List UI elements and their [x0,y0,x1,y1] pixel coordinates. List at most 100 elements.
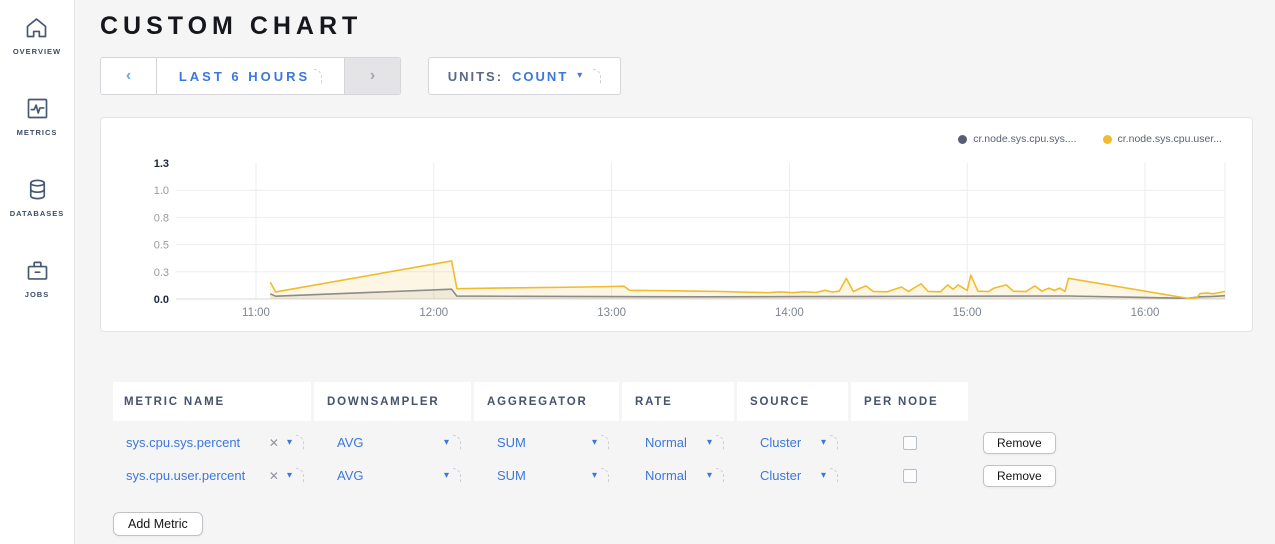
downsampler-dropdown[interactable]: AVG ▾ [314,468,471,483]
home-icon [27,18,47,38]
dashed-focus-mark [296,468,304,483]
chevron-down-icon: ▾ [591,436,597,448]
svg-text:15:00: 15:00 [953,307,982,319]
svg-text:0.5: 0.5 [154,240,169,252]
svg-text:12:00: 12:00 [419,307,448,319]
metric-row: sys.cpu.user.percent ✕ ▾ AVG ▾ SUM ▾ Nor… [113,459,1253,492]
main-content: CUSTOM CHART ‹ LAST 6 HOURS › UNITS: COU… [75,0,1275,544]
column-header-metric-name: METRIC NAME [113,382,311,421]
column-header-aggregator: AGGREGATOR [474,382,619,421]
sidebar-item-label: METRICS [16,128,58,137]
time-range-label: LAST 6 HOURS [178,68,311,84]
per-node-cell [851,468,968,483]
source-value: Cluster [760,468,802,483]
svg-text:16:00: 16:00 [1131,307,1160,319]
chevron-down-icon: ▾ [706,436,712,448]
dashed-focus-mark [601,468,609,483]
source-dropdown[interactable]: Cluster ▾ [737,468,848,483]
chevron-down-icon: ▾ [820,436,826,448]
sidebar-item-metrics[interactable]: METRICS [17,95,58,137]
dashed-focus-mark [830,435,838,450]
rate-dropdown[interactable]: Normal ▾ [622,435,734,450]
per-node-checkbox[interactable] [902,435,917,450]
timeseries-chart: 11:00 12:00 13:00 14:00 15:00 16:00 1.3 1.0 0.8 0… [154,158,1226,319]
aggregator-value: SUM [497,468,526,483]
units-dropdown[interactable]: UNITS: COUNT ▾ [428,57,621,95]
chevron-down-icon: ▾ [820,469,826,481]
databases-icon [29,179,45,200]
svg-text:13:00: 13:00 [597,307,626,319]
clear-icon[interactable]: ✕ [268,435,279,450]
downsampler-value: AVG [337,435,364,450]
remove-cell: Remove [971,464,1071,487]
dashed-focus-mark [716,468,724,483]
remove-button[interactable]: Remove [983,464,1056,487]
aggregator-dropdown[interactable]: SUM ▾ [474,435,619,450]
svg-text:0.0: 0.0 [154,294,169,306]
chevron-down-icon: ▾ [443,469,449,481]
dashed-focus-mark [593,68,602,84]
time-range-next-button[interactable]: › [344,58,400,94]
svg-text:0.3: 0.3 [154,267,169,279]
aggregator-dropdown[interactable]: SUM ▾ [474,468,619,483]
chevron-left-icon: ‹ [125,67,132,84]
chevron-down-icon: ▾ [706,469,712,481]
column-header-downsampler: DOWNSAMPLER [314,382,471,421]
legend-dot-icon [1102,134,1112,144]
metric-name-dropdown[interactable]: sys.cpu.user.percent ✕ ▾ [113,468,311,483]
per-node-checkbox[interactable] [902,468,917,483]
time-range-picker: ‹ LAST 6 HOURS › [100,57,401,95]
rate-value: Normal [645,435,687,450]
column-header-per-node: PER NODE [851,382,968,421]
svg-text:0.8: 0.8 [154,212,169,224]
dashed-focus-mark [296,435,304,450]
source-value: Cluster [760,435,802,450]
legend-item[interactable]: cr.node.sys.cpu.user... [1102,133,1222,145]
svg-text:11:00: 11:00 [242,307,270,319]
metric-row: sys.cpu.sys.percent ✕ ▾ AVG ▾ SUM ▾ Norm… [113,426,1253,459]
sidebar-item-label: JOBS [24,290,50,299]
clear-icon[interactable]: ✕ [268,468,279,483]
svg-text:1.0: 1.0 [154,185,169,197]
column-header-source: SOURCE [737,382,848,421]
chart-legend: cr.node.sys.cpu.sys.... cr.node.sys.cpu.… [958,133,1222,145]
units-label: UNITS: [447,68,504,84]
metric-name-dropdown[interactable]: sys.cpu.sys.percent ✕ ▾ [113,435,311,450]
dashed-focus-mark [830,468,838,483]
remove-button[interactable]: Remove [983,431,1056,454]
downsampler-value: AVG [337,468,364,483]
legend-label: cr.node.sys.cpu.sys.... [973,133,1077,145]
time-range-prev-button[interactable]: ‹ [101,58,157,94]
table-body: sys.cpu.sys.percent ✕ ▾ AVG ▾ SUM ▾ Norm… [100,426,1253,492]
add-metric-button[interactable]: Add Metric [113,512,203,536]
metric-name-value: sys.cpu.user.percent [126,468,246,483]
per-node-cell [851,435,968,450]
chevron-down-icon: ▾ [577,70,585,81]
rate-dropdown[interactable]: Normal ▾ [622,468,734,483]
metrics-icon [27,98,47,119]
page-title: CUSTOM CHART [100,12,363,40]
chart-card: 11:00 12:00 13:00 14:00 15:00 16:00 1.3 1.0 0.8 0… [100,117,1253,332]
downsampler-dropdown[interactable]: AVG ▾ [314,435,471,450]
dashed-focus-mark [601,435,609,450]
chevron-down-icon: ▾ [443,436,449,448]
toolbar: ‹ LAST 6 HOURS › UNITS: COUNT ▾ [100,57,1253,95]
sidebar-item-overview[interactable]: OVERVIEW [13,14,61,56]
metric-name-value: sys.cpu.sys.percent [126,435,241,450]
legend-label: cr.node.sys.cpu.user... [1117,133,1222,145]
sidebar: OVERVIEW METRICS DATABASES JOBS [0,0,75,544]
briefcase-icon [27,261,47,280]
chevron-down-icon: ▾ [286,436,292,448]
sidebar-item-jobs[interactable]: JOBS [24,257,51,299]
svg-text:14:00: 14:00 [775,307,804,319]
svg-text:1.3: 1.3 [154,158,169,170]
dashed-focus-mark [314,68,323,84]
source-dropdown[interactable]: Cluster ▾ [737,435,848,450]
time-range-dropdown[interactable]: LAST 6 HOURS [157,58,344,94]
column-header-rate: RATE [622,382,734,421]
metrics-table: METRIC NAME DOWNSAMPLER AGGREGATOR RATE … [100,382,1253,536]
sidebar-item-databases[interactable]: DATABASES [10,176,65,218]
legend-item[interactable]: cr.node.sys.cpu.sys.... [958,133,1077,145]
table-header-row: METRIC NAME DOWNSAMPLER AGGREGATOR RATE … [113,382,1253,421]
chevron-right-icon: › [369,67,376,84]
